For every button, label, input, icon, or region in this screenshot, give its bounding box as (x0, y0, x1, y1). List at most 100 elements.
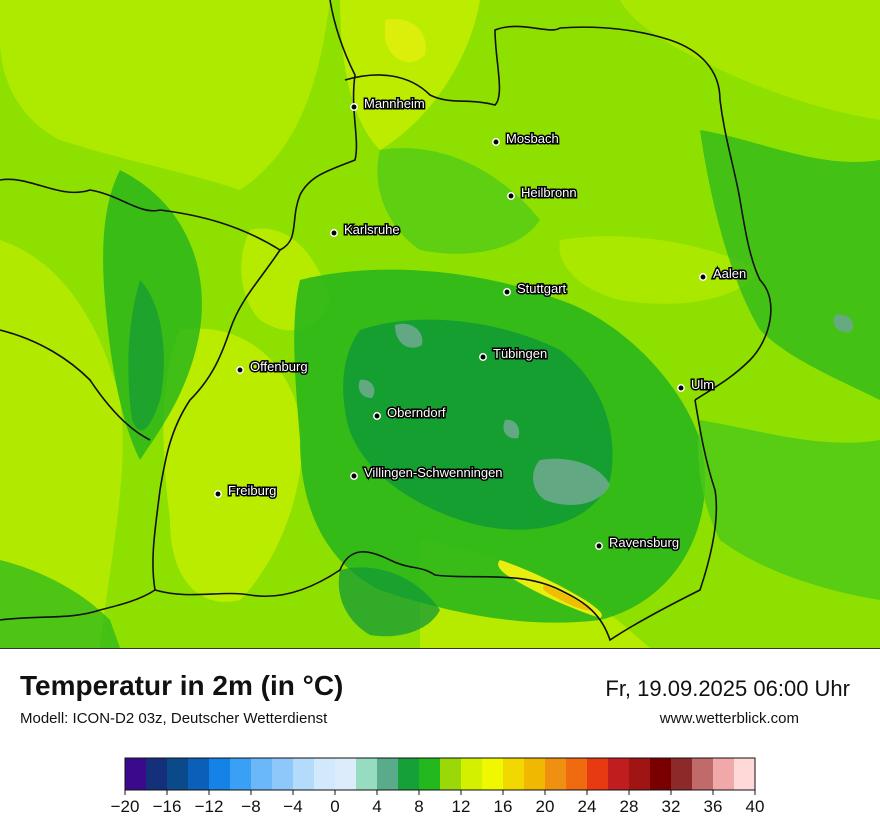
color-scale-tick-label: −8 (241, 797, 260, 816)
city-marker: Ulm (677, 376, 716, 394)
color-scale-cell (419, 758, 441, 790)
color-scale-tick-label: 4 (372, 797, 381, 816)
color-scale-tick-label: 32 (662, 797, 681, 816)
color-scale-cell (587, 758, 609, 790)
temperature-region (0, 240, 123, 648)
color-scale-cell (461, 758, 483, 790)
city-marker: Villingen-Schwenningen (350, 464, 504, 482)
color-scale-tick-label: −16 (153, 797, 182, 816)
city-label: Offenburg (250, 359, 308, 374)
city-label: Aalen (713, 266, 746, 281)
city-dot (492, 138, 500, 146)
city-marker: Freiburg (214, 482, 278, 500)
city-label: Heilbronn (521, 185, 577, 200)
color-scale-tick-label: −20 (111, 797, 140, 816)
color-scale-cell (146, 758, 168, 790)
city-marker: Ravensburg (595, 534, 681, 552)
city-dot (350, 472, 358, 480)
color-scale-cell (314, 758, 336, 790)
city-label: Karlsruhe (344, 222, 400, 237)
temperature-region (163, 328, 302, 602)
temperature-region (385, 19, 426, 63)
temperature-region (700, 130, 880, 400)
city-label: Villingen-Schwenningen (364, 465, 503, 480)
color-scale-tick-label: 20 (536, 797, 555, 816)
color-scale-cells (125, 758, 756, 790)
color-scale-cell (692, 758, 714, 790)
temperature-region (338, 567, 440, 637)
city-dot (479, 353, 487, 361)
color-scale-cell (209, 758, 231, 790)
color-scale-cell (125, 758, 147, 790)
temperature-region (543, 585, 592, 611)
color-scale-cell (566, 758, 588, 790)
color-scale-cell (272, 758, 294, 790)
color-scale-tick-label: −4 (283, 797, 302, 816)
city-label: Freiburg (228, 483, 276, 498)
model-info: Modell: ICON-D2 03z, Deutscher Wetterdie… (20, 710, 328, 727)
temperature-region (559, 236, 760, 304)
temperature-region (503, 419, 520, 439)
city-dot (503, 288, 511, 296)
temperature-region (0, 560, 120, 648)
color-scale-cell (251, 758, 273, 790)
color-scale-cell (230, 758, 252, 790)
color-scale-cell (608, 758, 630, 790)
city-label: Ulm (691, 377, 714, 392)
city-label: Ravensburg (609, 535, 679, 550)
color-scale-cell (377, 758, 399, 790)
color-scale-tick-label: 24 (578, 797, 597, 816)
city-marker: Karlsruhe (330, 221, 401, 239)
color-scale-tick-label: 8 (414, 797, 423, 816)
city-label: Oberndorf (387, 405, 446, 420)
city-label: Mosbach (506, 131, 559, 146)
border-north-west (279, 0, 358, 251)
temperature-region (340, 0, 480, 150)
city-dot (699, 273, 707, 281)
city-marker: Mosbach (492, 130, 560, 148)
color-scale-frame (124, 757, 756, 791)
color-scale-tick-label: 12 (452, 797, 471, 816)
forecast-datetime: Fr, 19.09.2025 06:00 Uhr (605, 676, 850, 701)
color-scale-cell (671, 758, 693, 790)
border-south (154, 399, 718, 642)
temperature-map: Mannheim Mosbach Heilbronn Karlsruhe Aalen St… (0, 0, 880, 649)
city-dot (595, 542, 603, 550)
city-dot (236, 366, 244, 374)
city-marker: Stuttgart (503, 280, 568, 298)
temperature-region (377, 148, 540, 254)
city-marker: Mannheim (350, 95, 426, 113)
color-scale-cell (167, 758, 189, 790)
temperature-region (833, 314, 854, 333)
city-label: Stuttgart (517, 281, 567, 296)
color-scale-cell (356, 758, 378, 790)
city-marker: Heilbronn (507, 184, 578, 202)
temperature-map-canvas: Mannheim Mosbach Heilbronn Karlsruhe Aalen St… (0, 0, 880, 648)
temperature-region (620, 0, 880, 120)
city-dot (677, 384, 685, 392)
city-dot (350, 103, 358, 111)
border-alsace (0, 329, 151, 441)
color-scale-cell (293, 758, 315, 790)
color-scale-cell (398, 758, 420, 790)
color-scale-cell (524, 758, 546, 790)
color-scale-cell (503, 758, 525, 790)
temperature-region (533, 458, 610, 505)
color-scale-cell (440, 758, 462, 790)
city-marker: Tübingen (479, 345, 549, 363)
color-scale-cell (650, 758, 672, 790)
temperature-region (0, 0, 330, 190)
color-scale-cell (188, 758, 210, 790)
city-marker: Aalen (699, 265, 748, 283)
city-dot (214, 490, 222, 498)
color-scale-tick-label: 0 (330, 797, 339, 816)
border-lines (0, 0, 772, 642)
temperature-region (395, 323, 423, 348)
color-scale-cell (482, 758, 504, 790)
color-scale-cell (629, 758, 651, 790)
city-markers: Mannheim Mosbach Heilbronn Karlsruhe Aalen St… (214, 95, 748, 552)
color-scale-tick-label: 36 (704, 797, 723, 816)
color-scale-cell (734, 758, 756, 790)
city-dot (373, 412, 381, 420)
city-marker: Oberndorf (373, 404, 447, 422)
